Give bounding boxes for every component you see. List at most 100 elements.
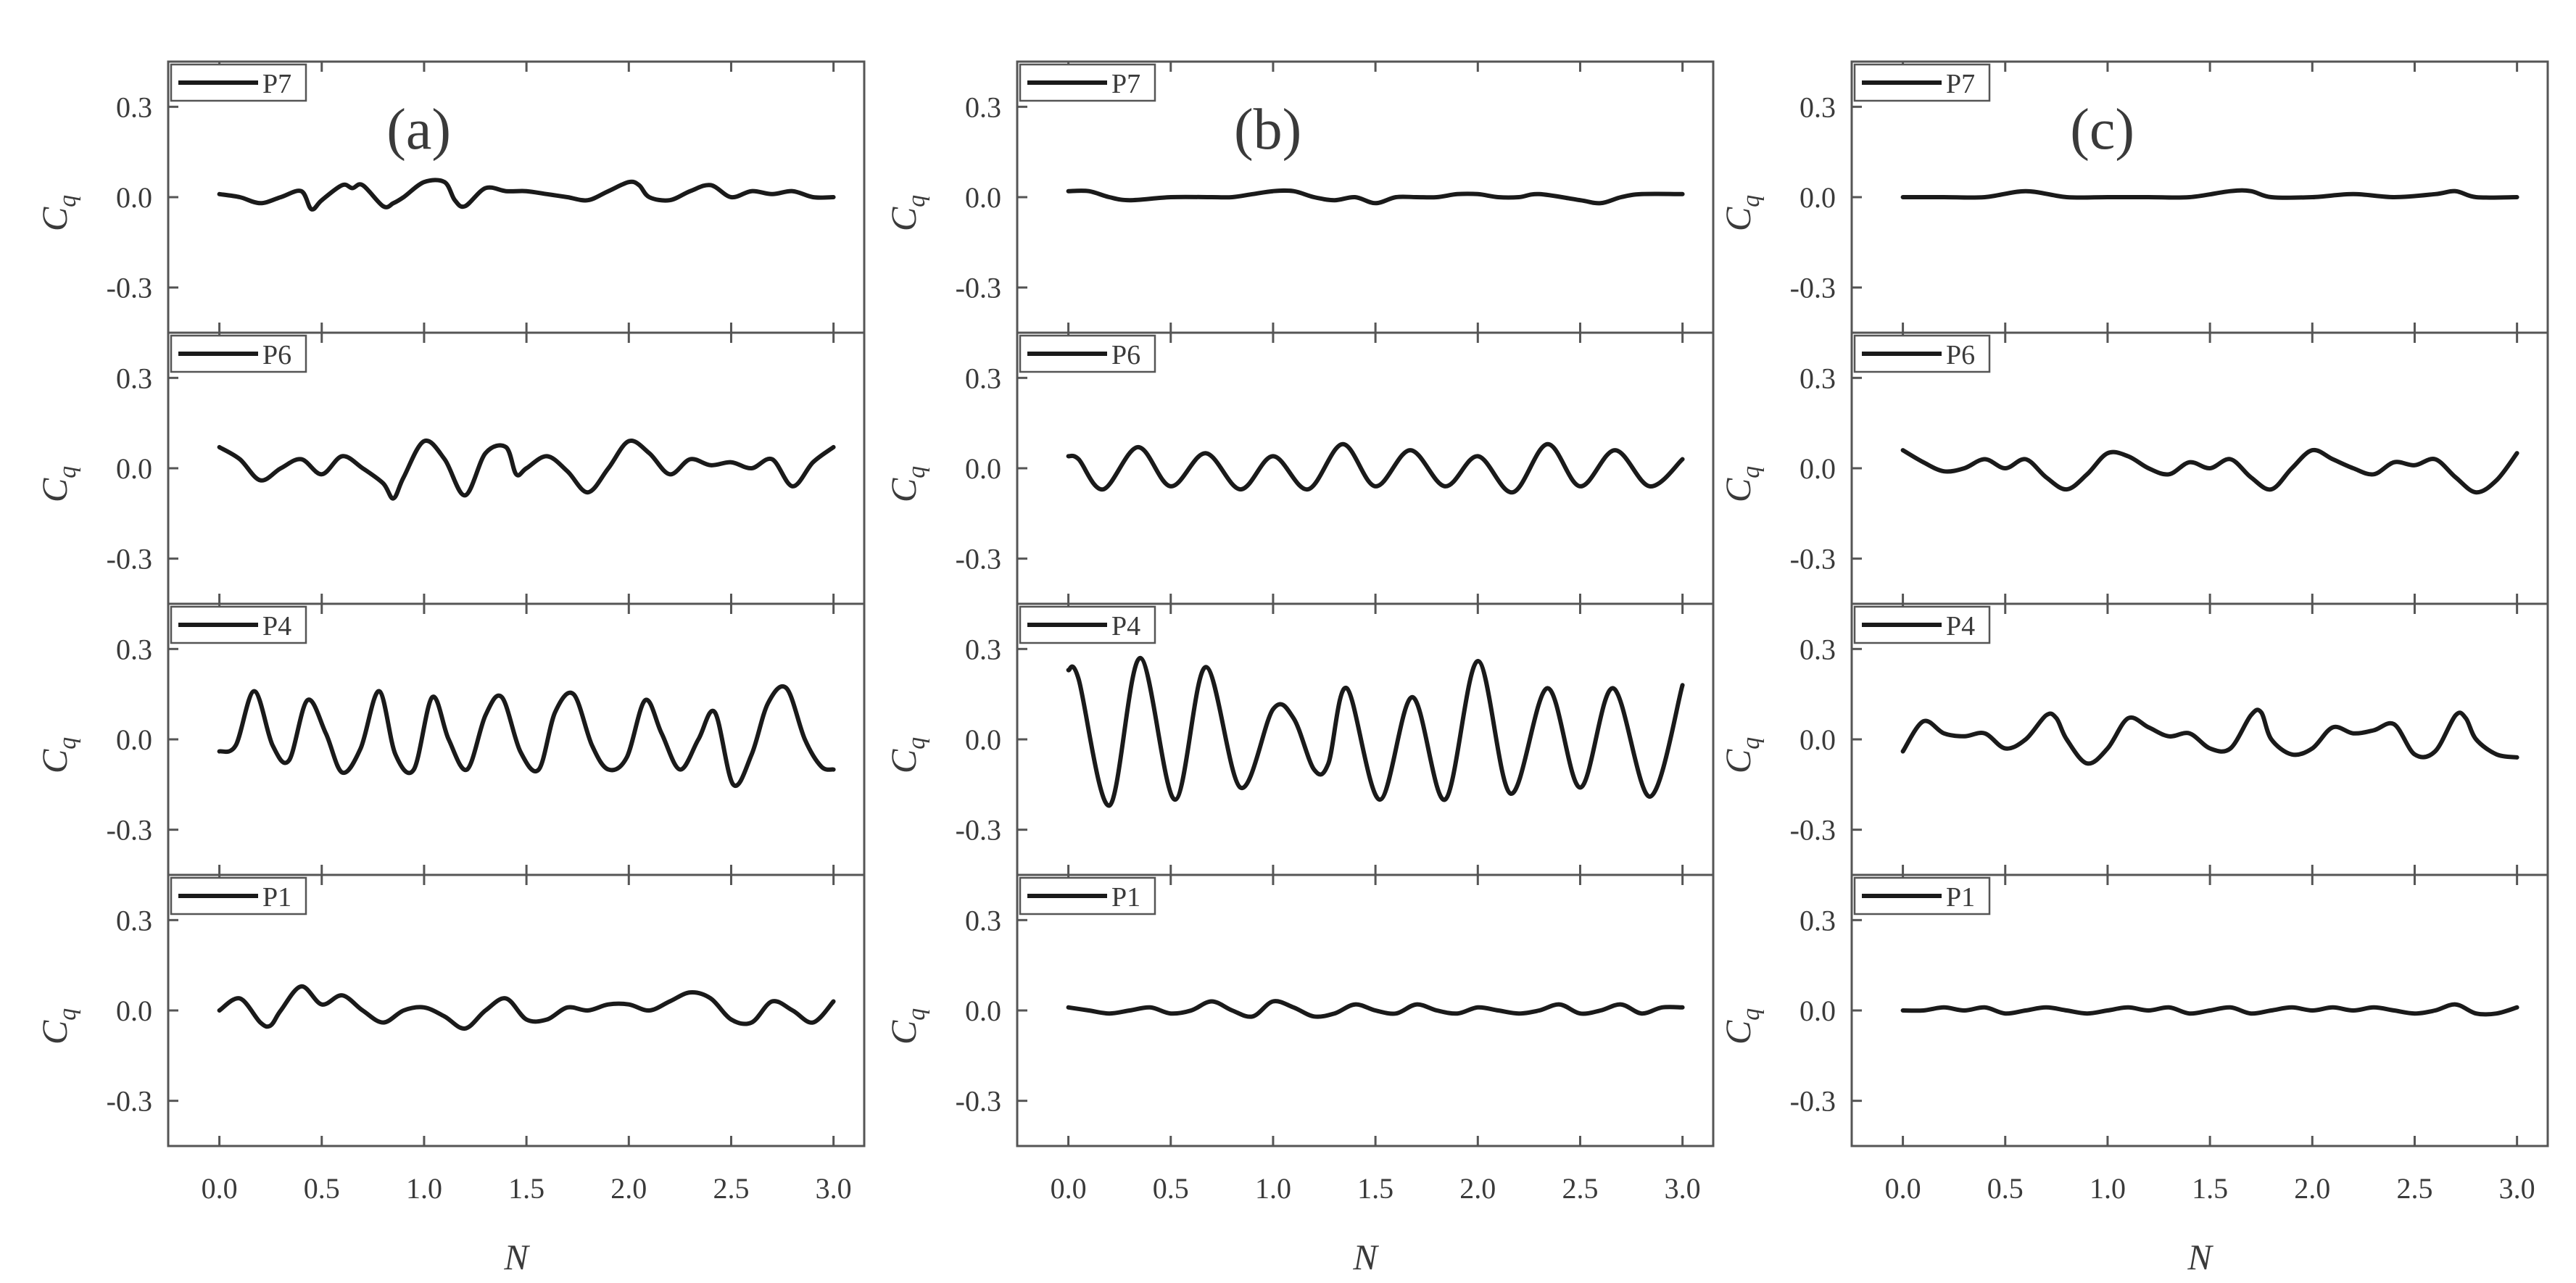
x-tick-label: 3.0 bbox=[1665, 1172, 1701, 1205]
y-tick-label: -0.3 bbox=[956, 814, 1001, 847]
legend-label: P6 bbox=[1111, 340, 1140, 370]
series-line-p4 bbox=[1066, 655, 1685, 808]
panel-p1: 0.3 0.0 -0.3 Cq P1 bbox=[883, 873, 1715, 1147]
y-tick-label: 0.0 bbox=[1800, 723, 1836, 756]
legend-p7: P7 bbox=[1019, 63, 1156, 102]
x-tick-label: 2.5 bbox=[713, 1172, 749, 1205]
series-line-p1 bbox=[1900, 1002, 2519, 1017]
column-2: 0.3 0.0 -0.3 Cq P7 0.3 0.0 -0.3 Cq P6 0.3 0.0 -0.3 Cq… bbox=[1718, 60, 2549, 1277]
column-1: 0.3 0.0 -0.3 Cq P7 0.3 0.0 -0.3 Cq P6 0.3 0.0 -0.3 Cq… bbox=[883, 60, 1715, 1277]
x-tick-label: 0.0 bbox=[1885, 1172, 1921, 1205]
legend-p6: P6 bbox=[1853, 334, 1991, 373]
column-label: (c) bbox=[2070, 98, 2134, 162]
y-tick-label: 0.0 bbox=[1800, 995, 1836, 1027]
panel-p6: 0.3 0.0 -0.3 Cq P6 bbox=[1718, 331, 2549, 605]
legend-label: P7 bbox=[1946, 69, 1975, 99]
series-line-p7 bbox=[1900, 188, 2519, 200]
y-tick-label: -0.3 bbox=[107, 272, 152, 304]
y-tick-label: 0.0 bbox=[965, 723, 1001, 756]
legend-label: P1 bbox=[1111, 882, 1140, 913]
panel-p4: 0.3 0.0 -0.3 Cq P4 bbox=[34, 602, 866, 876]
legend-p4: P4 bbox=[1019, 605, 1156, 644]
column-0: 0.3 0.0 -0.3 Cq P7 0.3 0.0 -0.3 Cq P6 0.3 0.0 -0.3 Cq… bbox=[34, 60, 866, 1277]
y-axis-label: Cq bbox=[1718, 195, 1765, 231]
y-axis-label: Cq bbox=[883, 195, 930, 231]
y-tick-label: 0.3 bbox=[116, 904, 152, 937]
x-axis-label: N bbox=[2187, 1237, 2213, 1277]
x-tick-label: 0.5 bbox=[1987, 1172, 2024, 1205]
x-tick-label: 1.5 bbox=[1357, 1172, 1393, 1205]
y-tick-label: 0.3 bbox=[965, 633, 1001, 665]
panel-p1: 0.3 0.0 -0.3 Cq P1 bbox=[1718, 873, 2549, 1147]
panel-frame bbox=[167, 60, 866, 334]
x-tick-label: 1.5 bbox=[2192, 1172, 2228, 1205]
series-line-p6 bbox=[1900, 447, 2519, 495]
panel-frame bbox=[167, 331, 866, 605]
x-tick-label: 3.0 bbox=[816, 1172, 852, 1205]
panel-p6: 0.3 0.0 -0.3 Cq P6 bbox=[34, 331, 866, 605]
series-line-p7 bbox=[1066, 188, 1685, 206]
x-axis-label: N bbox=[503, 1237, 530, 1277]
x-tick-label: 1.5 bbox=[508, 1172, 544, 1205]
panel-p6: 0.3 0.0 -0.3 Cq P6 bbox=[883, 331, 1715, 605]
panel-p7: 0.3 0.0 -0.3 Cq P7 bbox=[883, 60, 1715, 334]
y-tick-label: -0.3 bbox=[107, 814, 152, 847]
y-axis-label: Cq bbox=[1718, 1008, 1765, 1045]
x-tick-label: 2.0 bbox=[610, 1172, 647, 1205]
legend-p1: P1 bbox=[170, 876, 307, 915]
y-tick-label: 0.0 bbox=[116, 995, 152, 1027]
series-line-p7 bbox=[217, 178, 836, 212]
y-tick-label: 0.0 bbox=[965, 995, 1001, 1027]
legend-label: P4 bbox=[262, 611, 291, 642]
y-tick-label: 0.3 bbox=[1800, 904, 1836, 937]
y-tick-label: 0.0 bbox=[1800, 181, 1836, 214]
y-axis-label: Cq bbox=[883, 1008, 930, 1045]
series-line-p1 bbox=[1066, 999, 1685, 1019]
y-axis-label: Cq bbox=[1718, 737, 1765, 773]
y-axis-label: Cq bbox=[883, 466, 930, 502]
y-tick-label: 0.3 bbox=[116, 91, 152, 123]
y-tick-label: -0.3 bbox=[956, 272, 1001, 304]
y-tick-label: -0.3 bbox=[107, 543, 152, 576]
y-tick-label: 0.0 bbox=[965, 452, 1001, 485]
series-line-p4 bbox=[1900, 707, 2519, 766]
legend-label: P4 bbox=[1111, 611, 1140, 642]
y-tick-label: 0.0 bbox=[116, 452, 152, 485]
y-axis-label: Cq bbox=[34, 1008, 81, 1045]
series-line-p4 bbox=[217, 684, 836, 789]
y-axis-label: Cq bbox=[1718, 466, 1765, 502]
panel-p4: 0.3 0.0 -0.3 Cq P4 bbox=[1718, 602, 2549, 876]
legend-label: P4 bbox=[1946, 611, 1975, 642]
series-line-p6 bbox=[217, 439, 836, 501]
legend-p4: P4 bbox=[1853, 605, 1991, 644]
legend-label: P1 bbox=[1946, 882, 1975, 913]
x-tick-label: 0.0 bbox=[202, 1172, 238, 1205]
x-tick-label: 0.5 bbox=[304, 1172, 340, 1205]
y-tick-label: 0.3 bbox=[965, 362, 1001, 394]
y-tick-label: 0.3 bbox=[116, 633, 152, 665]
y-tick-label: 0.0 bbox=[116, 181, 152, 214]
y-axis-label: Cq bbox=[883, 737, 930, 773]
y-tick-label: 0.3 bbox=[1800, 91, 1836, 123]
y-tick-label: 0.0 bbox=[965, 181, 1001, 214]
y-tick-label: -0.3 bbox=[1790, 814, 1836, 847]
legend-p1: P1 bbox=[1853, 876, 1991, 915]
y-tick-label: 0.3 bbox=[1800, 362, 1836, 394]
x-tick-label: 1.0 bbox=[406, 1172, 442, 1205]
x-tick-label: 0.5 bbox=[1153, 1172, 1189, 1205]
y-tick-label: 0.3 bbox=[965, 91, 1001, 123]
legend-p6: P6 bbox=[170, 334, 307, 373]
legend-p7: P7 bbox=[170, 63, 307, 102]
series-line-p6 bbox=[1066, 441, 1685, 495]
panel-p1: 0.3 0.0 -0.3 Cq P1 bbox=[34, 873, 866, 1147]
legend-label: P7 bbox=[1111, 69, 1140, 99]
y-tick-label: -0.3 bbox=[956, 543, 1001, 576]
legend-p7: P7 bbox=[1853, 63, 1991, 102]
y-tick-label: 0.0 bbox=[116, 723, 152, 756]
x-tick-label: 0.0 bbox=[1051, 1172, 1087, 1205]
x-axis-label: N bbox=[1352, 1237, 1379, 1277]
y-tick-label: -0.3 bbox=[956, 1085, 1001, 1118]
panel-p4: 0.3 0.0 -0.3 Cq P4 bbox=[883, 602, 1715, 876]
x-tick-label: 1.0 bbox=[2090, 1172, 2126, 1205]
legend-label: P7 bbox=[262, 69, 291, 99]
